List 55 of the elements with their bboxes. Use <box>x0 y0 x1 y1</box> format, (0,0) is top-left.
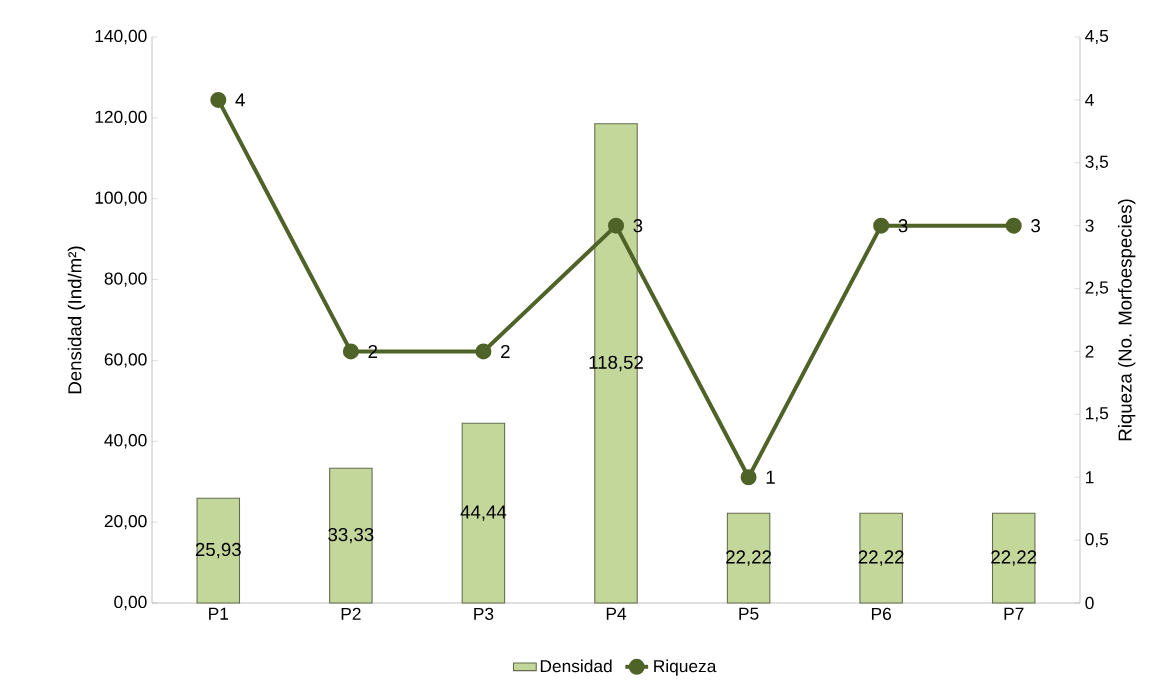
y-axis-title: Densidad (Ind/m²) <box>67 246 86 394</box>
data-label: 1 <box>766 470 775 484</box>
y2-tick-label: 3 <box>1085 219 1094 232</box>
x-tick-label: P4 <box>606 607 627 620</box>
legend-label: Densidad <box>540 659 612 673</box>
y-tick-label: 0,00 <box>114 595 147 611</box>
point <box>210 91 227 108</box>
point <box>873 217 890 234</box>
y2-tick-label: 2 <box>1085 345 1094 358</box>
y-tick-label: 140,00 <box>95 29 147 45</box>
bar <box>329 467 373 604</box>
y2-axis-title: Riqueza (No. Morfoespecies) <box>1117 199 1136 441</box>
y2-tick-label: 0 <box>1085 596 1094 610</box>
x-tick-label: P7 <box>1004 607 1024 620</box>
data-label: 22,22 <box>726 550 771 566</box>
data-label: 118,52 <box>589 355 643 372</box>
y2-tick-label: 0,5 <box>1085 532 1109 548</box>
data-label: 3 <box>1031 219 1040 233</box>
y2-tick-label: 4,5 <box>1085 29 1109 45</box>
y-tick-label: 80,00 <box>104 272 147 287</box>
bar <box>726 512 771 604</box>
x-tick-label: P2 <box>341 607 361 620</box>
data-label: 33,33 <box>328 527 374 544</box>
y2-tick-label: 1,5 <box>1086 407 1109 422</box>
data-label: 3 <box>633 219 643 233</box>
x-tick-label: P6 <box>871 607 891 620</box>
y2-tick-label: 4 <box>1085 93 1094 106</box>
point <box>608 217 625 234</box>
point <box>342 343 359 360</box>
y-tick-label: 60,00 <box>104 353 147 368</box>
y2-tick-label: 1 <box>1086 471 1094 484</box>
data-label: 22,22 <box>991 550 1037 566</box>
data-label: 4 <box>235 93 245 107</box>
point <box>1005 217 1022 234</box>
point <box>740 469 757 486</box>
y-tick-label: 120,00 <box>95 110 147 126</box>
y2-tick-label: 2,5 <box>1085 281 1109 296</box>
x-tick-label: P3 <box>474 607 494 620</box>
data-label: 2 <box>501 344 510 358</box>
bar <box>991 512 1036 604</box>
bar <box>859 512 903 604</box>
data-label: 2 <box>368 344 378 358</box>
x-tick-label: P1 <box>209 607 229 620</box>
y2-tick-label: 3,5 <box>1085 155 1109 170</box>
legend-label: Riqueza <box>654 659 717 676</box>
point <box>475 343 492 360</box>
data-label: 22,22 <box>858 550 904 566</box>
bar <box>196 497 241 604</box>
y-tick-label: 20,00 <box>104 514 147 530</box>
data-label: 25,93 <box>195 542 241 559</box>
data-label: 44,44 <box>460 505 507 521</box>
bar <box>461 422 506 604</box>
y-tick-label: 100,00 <box>95 191 147 206</box>
y-tick-label: 40,00 <box>104 434 147 449</box>
x-tick-label: P5 <box>739 607 759 620</box>
